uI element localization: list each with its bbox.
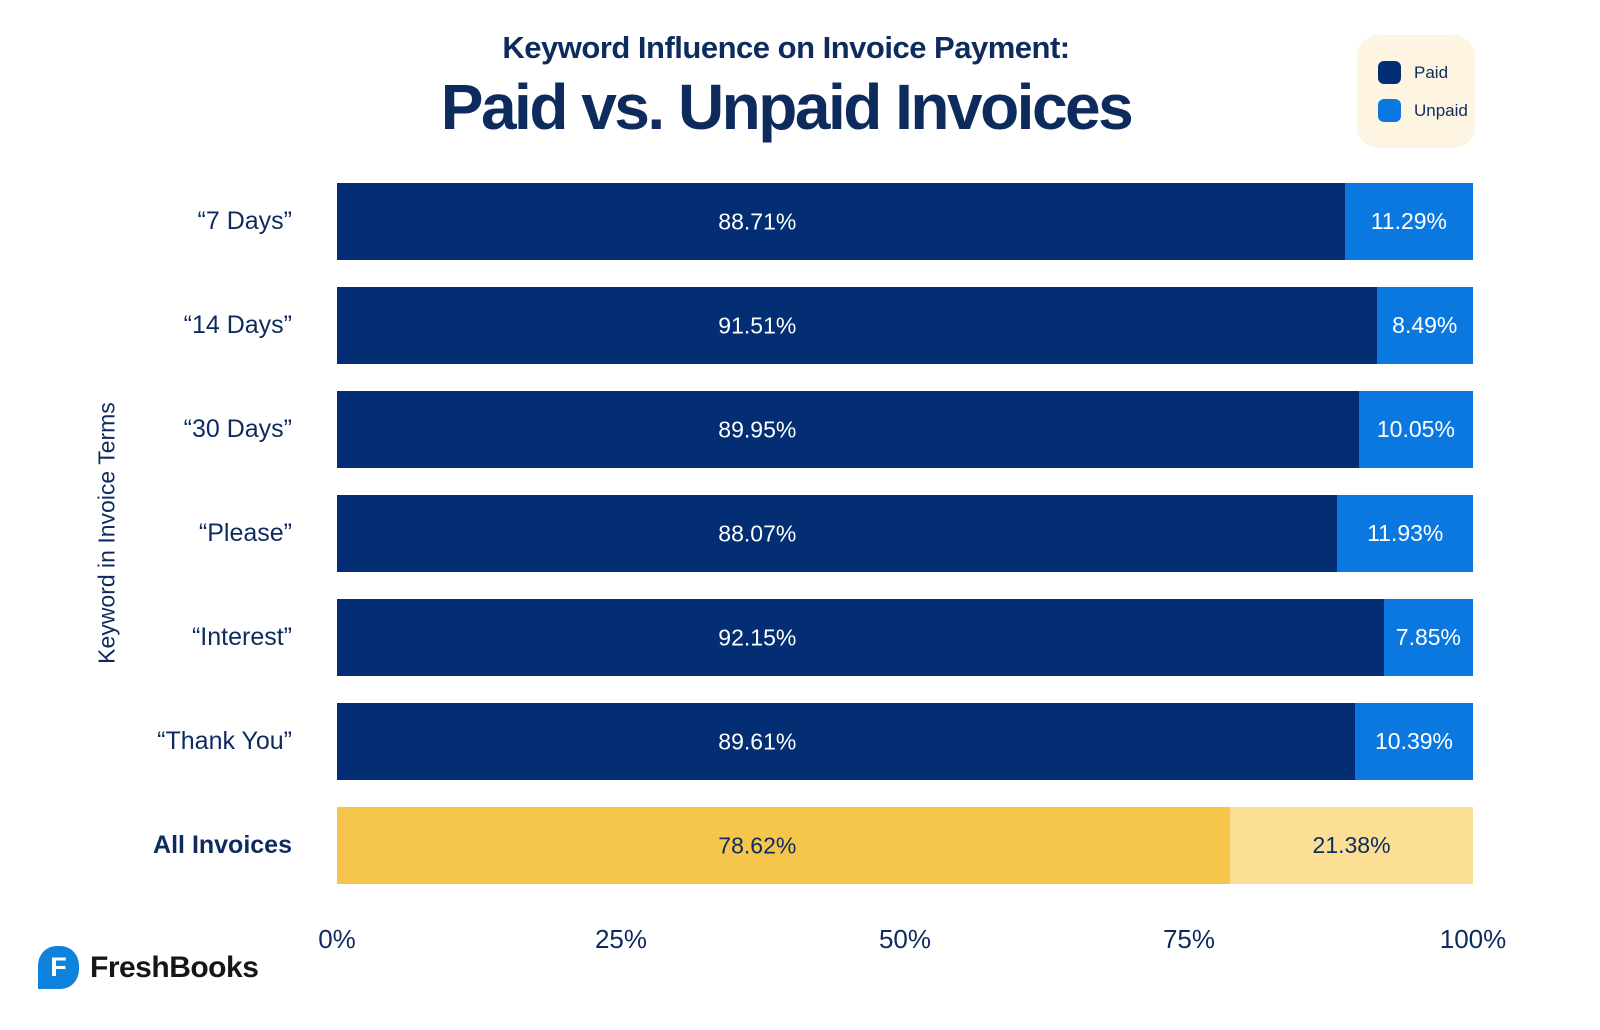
unpaid-bar-segment: 10.39%	[1354, 703, 1473, 780]
chart-area: “7 Days” 11.29% 88.71% “14 Days” 8.49% 91.51%…	[0, 183, 1600, 884]
stacked-bar: 10.05% 89.95%	[337, 391, 1473, 468]
chart-title: Paid vs. Unpaid Invoices	[440, 71, 1134, 143]
x-axis-tick: 50%	[878, 924, 932, 954]
unpaid-value-label: 11.93%	[1367, 520, 1444, 546]
category-label: “Interest”	[191, 623, 292, 651]
paid-value-label: 78.62%	[718, 832, 797, 858]
unpaid-value-label: 10.39%	[1374, 728, 1453, 754]
legend-label-unpaid: Unpaid	[1414, 100, 1468, 120]
paid-bar-segment	[337, 807, 1231, 884]
unpaid-value-label: 21.38%	[1312, 832, 1391, 858]
unpaid-value-label: 7.85%	[1395, 624, 1461, 650]
unpaid-bar-segment: 10.05%	[1358, 391, 1473, 468]
paid-value-label: 89.95%	[718, 416, 797, 442]
legend-item-unpaid: Unpaid	[1378, 99, 1475, 122]
stacked-bar: 21.38% 78.62%	[337, 807, 1473, 884]
chart-subtitle: Keyword Influence on Invoice Payment:	[502, 30, 1070, 65]
chart-row: All Invoices 21.38% 78.62%	[0, 807, 1600, 884]
legend-label-paid: Paid	[1414, 62, 1449, 82]
unpaid-bar-segment: 8.49%	[1376, 287, 1473, 364]
category-label: “7 Days”	[197, 207, 292, 235]
category-label: “14 Days”	[183, 311, 292, 339]
unpaid-value-label: 11.29%	[1370, 208, 1448, 234]
paid-bar-segment	[337, 599, 1384, 676]
paid-value-label: 88.71%	[718, 208, 797, 234]
stacked-bar: 11.29% 88.71%	[337, 183, 1473, 260]
category-label: “Please”	[198, 519, 292, 547]
unpaid-bar-segment: 7.85%	[1383, 599, 1473, 676]
category-label: “Thank You”	[157, 727, 292, 755]
category-label: All Invoices	[153, 831, 292, 859]
chart-row: “7 Days” 11.29% 88.71%	[0, 183, 1600, 260]
stacked-bar: 11.93% 88.07%	[337, 495, 1473, 572]
x-axis-tick: 0%	[318, 924, 356, 954]
unpaid-bar-segment: 11.29%	[1344, 183, 1473, 260]
stacked-bar: 7.85% 92.15%	[337, 599, 1473, 676]
paid-bar-segment	[337, 287, 1377, 364]
unpaid-value-label: 10.05%	[1376, 416, 1455, 442]
x-axis-tick: 75%	[1162, 924, 1216, 954]
paid-bar-segment	[337, 183, 1345, 260]
y-axis-title: Keyword in Invoice Terms	[93, 402, 120, 664]
x-axis: 0% 25% 50% 75% 100%	[318, 924, 1506, 958]
freshbooks-logo-icon: F	[38, 946, 79, 989]
category-label: “30 Days”	[183, 415, 292, 443]
stacked-bar: 8.49% 91.51%	[337, 287, 1473, 364]
unpaid-bar-segment: 21.38%	[1230, 807, 1473, 884]
paid-bar-segment	[337, 391, 1359, 468]
stacked-bar: 10.39% 89.61%	[337, 703, 1473, 780]
paid-swatch-icon	[1378, 61, 1401, 84]
unpaid-swatch-icon	[1378, 99, 1401, 122]
paid-value-label: 89.61%	[718, 728, 797, 754]
paid-bar-segment	[337, 703, 1355, 780]
brand-name: FreshBooks	[90, 950, 259, 984]
x-axis-tick: 100%	[1439, 924, 1507, 954]
chart-row: “Please” 11.93% 88.07%	[0, 495, 1600, 572]
chart-row: “Interest” 7.85% 92.15%	[0, 599, 1600, 676]
unpaid-bar-segment: 11.93%	[1337, 495, 1473, 572]
legend-item-paid: Paid	[1378, 61, 1475, 84]
chart-row: “Thank You” 10.39% 89.61%	[0, 703, 1600, 780]
unpaid-value-label: 8.49%	[1392, 312, 1458, 338]
paid-value-label: 88.07%	[718, 520, 797, 546]
paid-bar-segment	[337, 495, 1338, 572]
chart-header: Keyword Influence on Invoice Payment: Pa…	[0, 30, 1572, 142]
chart-row: “30 Days” 10.05% 89.95%	[0, 391, 1600, 468]
x-axis-tick: 25%	[594, 924, 648, 954]
chart-row: “14 Days” 8.49% 91.51%	[0, 287, 1600, 364]
legend: Paid Unpaid	[1357, 35, 1475, 148]
paid-value-label: 91.51%	[718, 312, 797, 338]
paid-value-label: 92.15%	[718, 624, 797, 650]
brand-footer: F FreshBooks	[38, 946, 259, 989]
